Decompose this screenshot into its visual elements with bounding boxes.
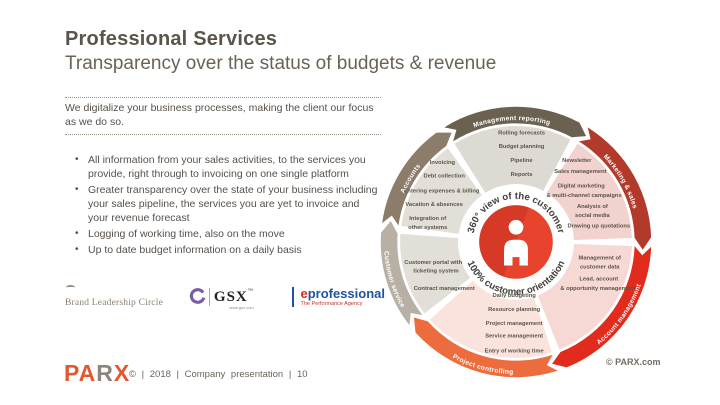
partner-logos: Brand Leadership Circle GSX™ www.gsx.com … xyxy=(65,277,385,317)
footer-meta: © | 2018 | Company presentation | 10 xyxy=(129,369,308,380)
eprofessional-logo: eprofessional The Performance Agency xyxy=(292,287,385,307)
bullet-text: Up to date budget information on a daily… xyxy=(88,244,302,256)
project-controlling-item: Entry of working time xyxy=(485,348,545,354)
gsx-tm: ™ xyxy=(247,288,254,294)
customer-service-item: Contract management xyxy=(414,286,475,292)
customer-service-arc xyxy=(380,221,423,326)
bullet-icon: • xyxy=(75,228,79,239)
gsx-wordmark: GSX™ www.gsx.com xyxy=(213,288,254,310)
customer-360-diagram: Rolling forecasts Budget planning Pipeline… xyxy=(378,104,654,380)
brand-leadership-circle-logo: Brand Leadership Circle xyxy=(65,284,182,310)
gsx-divider xyxy=(208,288,210,306)
management-reporting-item: Reports xyxy=(511,172,533,178)
project-controlling-item: Project management xyxy=(486,321,543,327)
accounts-item: Invoicing xyxy=(430,160,456,166)
wheel-center: 360° view of the customer 100% customer … xyxy=(465,191,568,298)
account-management-item: Management of xyxy=(579,255,621,261)
accounts-wedge xyxy=(401,148,482,234)
marketing-sales-item: Sales management xyxy=(554,169,606,175)
project-controlling-item: Service management xyxy=(485,334,543,340)
account-management-arc xyxy=(552,246,652,368)
project-controlling-item: Daily budgeting xyxy=(492,293,536,299)
accounts-item: Debt collection xyxy=(424,174,466,180)
accounts-item: other systems xyxy=(408,225,447,231)
marketing-sales-item: Drawing up quotations xyxy=(567,223,630,229)
customer-person-icon-body xyxy=(504,239,528,266)
marketing-sales-arc xyxy=(578,127,652,250)
bullet-text: Logging of working time, also on the mov… xyxy=(88,228,285,240)
bullet-text: All information from your sales activiti… xyxy=(88,154,366,180)
bullet-icon: • xyxy=(75,184,79,195)
accounts-item: Vacation & absences xyxy=(405,202,463,208)
page-subtitle: Transparency over the status of budgets … xyxy=(65,53,497,74)
marketing-sales-item: & multi-channel campaigns xyxy=(546,193,621,199)
customer-service-item: ticketing system xyxy=(413,268,458,274)
accounts-arc xyxy=(382,132,452,226)
bullet-icon: • xyxy=(75,154,79,165)
brand-leadership-circle-label: Brand Leadership Circle xyxy=(65,297,163,308)
bullet-item: • Up to date budget information on a dai… xyxy=(65,243,381,257)
brand-leadership-circle-icon xyxy=(66,284,75,290)
eprofessional-tagline: The Performance Agency xyxy=(300,301,363,307)
management-reporting-arc xyxy=(444,106,587,142)
account-management-wedge xyxy=(537,244,632,350)
marketing-sales-wedge xyxy=(546,143,632,240)
bullet-list: • All information from your sales activi… xyxy=(65,153,381,259)
bullet-text: Greater transparency over the state of y… xyxy=(88,184,378,224)
management-reporting-item: Rolling forecasts xyxy=(498,130,545,136)
gsx-url: www.gsx.com xyxy=(229,304,254,310)
customer-360-wheel: Rolling forecasts Budget planning Pipeline… xyxy=(380,106,652,378)
project-controlling-arc xyxy=(413,317,558,378)
bullet-item: • All information from your sales activi… xyxy=(65,153,381,181)
bullet-item: • Greater transparency over the state of… xyxy=(65,183,381,225)
marketing-sales-item: Newsletter xyxy=(562,158,592,164)
project-controlling-item: Resource planning xyxy=(488,307,541,313)
project-controlling-wedge xyxy=(429,280,552,358)
gsx-ring-icon xyxy=(189,288,206,304)
gsx-logo: GSX™ www.gsx.com xyxy=(188,288,267,310)
customer-service-item: Customer portal with xyxy=(404,260,462,266)
diagram-copyright: © PARX.com xyxy=(606,357,661,367)
page-title: Professional Services xyxy=(65,28,278,50)
account-management-item: & opportunity management xyxy=(560,286,635,292)
account-management-item: Lead, account xyxy=(579,277,618,283)
management-reporting-item: Budget planning xyxy=(499,144,545,150)
intro-text: We digitalize your business processes, m… xyxy=(65,97,381,135)
customer-service-wedge xyxy=(400,233,471,314)
account-management-item: customer data xyxy=(580,265,620,271)
eprofessional-wordmark: eprofessional xyxy=(300,286,385,301)
marketing-sales-item: social media xyxy=(575,213,610,219)
accounts-item: Integration of xyxy=(409,216,446,222)
management-reporting-item: Pipeline xyxy=(510,158,533,164)
accounts-item: Entering expenses & billing xyxy=(404,188,480,194)
customer-person-icon xyxy=(508,219,524,235)
bullet-icon: • xyxy=(75,244,79,255)
marketing-sales-item: Analysis of xyxy=(577,204,608,210)
bullet-item: • Logging of working time, also on the m… xyxy=(65,227,381,241)
parx-logo: PARX xyxy=(64,360,131,386)
marketing-sales-item: Digital marketing xyxy=(558,184,605,190)
management-reporting-wedge xyxy=(454,126,571,193)
